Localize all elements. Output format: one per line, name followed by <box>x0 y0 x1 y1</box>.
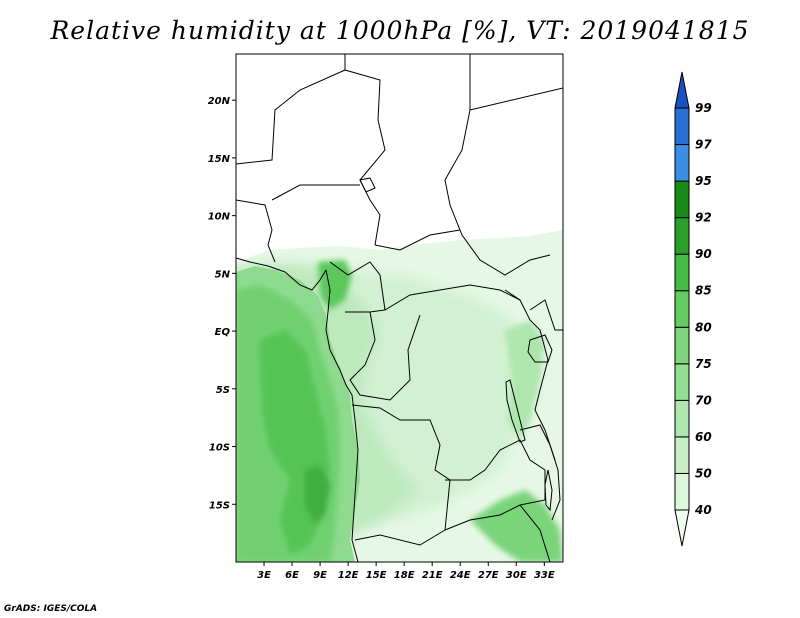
coastline-central-africa <box>325 269 359 562</box>
lat-tick-label: 10S <box>209 443 230 454</box>
colorbar-label: 97 <box>695 138 712 152</box>
colorbar-segment <box>674 217 690 255</box>
lon-tick-label: 18E <box>394 570 415 581</box>
border-northeast <box>469 87 563 111</box>
lake-victoria <box>527 334 553 363</box>
lon-tick-label: 6E <box>285 570 299 581</box>
colorbar-label: 70 <box>695 393 712 407</box>
colorbar-segment <box>674 107 690 146</box>
lon-tick-label: 3E <box>257 570 271 581</box>
colorbar-label: 60 <box>695 430 712 444</box>
lon-tick-label: 21E <box>422 570 443 581</box>
lat-tick-label: 5N <box>215 269 231 280</box>
map-panel <box>235 53 564 563</box>
colorbar-segment <box>674 290 690 328</box>
border-nigeria <box>236 199 276 263</box>
lake-chad <box>359 177 376 193</box>
lon-tick-label: 24E <box>450 570 471 581</box>
colorbar-segment <box>674 180 690 219</box>
border-east <box>504 289 556 461</box>
colorbar-lower-arrow <box>674 509 690 547</box>
lon-tick-label: 15E <box>366 570 387 581</box>
humidity-80-southeast <box>470 490 563 562</box>
latitude-axis: 20N 15N 10N 5N EQ 5S 10S 15S <box>208 96 236 511</box>
colorbar-label: 99 <box>695 101 712 115</box>
humidity-70-east <box>505 320 545 440</box>
colorbar-label: 80 <box>695 320 712 334</box>
map-frame <box>235 53 564 563</box>
colorbar-segment <box>674 399 690 438</box>
border-sudan <box>444 54 551 276</box>
border-niger-nigeria <box>271 184 360 201</box>
colorbar-segment <box>674 472 690 511</box>
colorbar-label: 50 <box>695 466 712 480</box>
border-kenya <box>529 299 563 331</box>
lat-tick-label: 20N <box>208 96 231 107</box>
boundaries <box>236 54 563 562</box>
lon-tick-label: 27E <box>478 570 499 581</box>
colorbar-label: 40 <box>694 503 712 517</box>
lat-tick-label: 15N <box>208 154 231 165</box>
border-congo-drc <box>349 311 421 401</box>
lon-tick-label: 33E <box>534 570 555 581</box>
humidity-90-patch <box>305 465 330 525</box>
colorbar-label: 75 <box>695 357 712 371</box>
longitude-axis: 3E 6E 9E 12E 15E 18E 21E 24E 27E 30E 33E <box>257 562 555 581</box>
lon-tick-label: 30E <box>506 570 527 581</box>
colorbar-upper-arrow <box>674 71 690 109</box>
lon-tick-label: 12E <box>338 570 359 581</box>
lake-tanganyika <box>505 379 526 443</box>
lat-tick-label: 15S <box>209 500 230 511</box>
colorbar-segment <box>674 144 690 182</box>
lat-tick-label: EQ <box>215 327 231 338</box>
lake-malawi <box>544 469 553 512</box>
colorbar-label: 95 <box>695 174 712 188</box>
border-south <box>444 504 551 562</box>
colorbar-segment <box>674 253 690 292</box>
colorbar-label: 92 <box>695 211 712 225</box>
lat-tick-label: 10N <box>208 212 231 223</box>
border-car-drc <box>384 284 521 311</box>
lat-tick-label: 5S <box>216 385 230 396</box>
colorbar: 40 50 60 70 75 80 85 90 92 95 97 99 <box>674 71 712 547</box>
colorbar-segment <box>674 363 690 401</box>
grads-credit: GrADS: IGES/COLA <box>4 604 98 614</box>
border-libya-chad <box>344 69 386 246</box>
colorbar-label: 90 <box>695 247 712 261</box>
border-tanzania <box>519 424 561 521</box>
border-chad-car <box>374 229 461 251</box>
colorbar-segment <box>674 326 690 365</box>
lon-tick-label: 9E <box>313 570 327 581</box>
border-angola <box>351 404 451 546</box>
colorbar-label: 85 <box>695 284 712 298</box>
humidity-field <box>236 230 563 562</box>
border-northern <box>236 54 346 165</box>
colorbar-segment <box>674 436 690 474</box>
coastline-west-africa <box>236 257 327 291</box>
map-title: Relative humidity at 1000hPa [%], VT: 20… <box>50 16 750 45</box>
